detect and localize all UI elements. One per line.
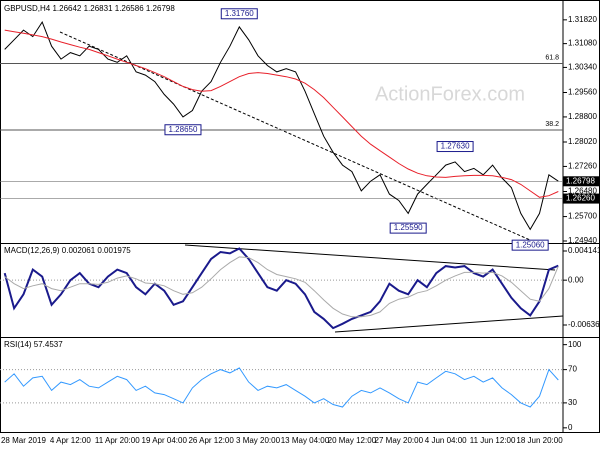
y-tick-label: 1.27260 <box>568 162 597 171</box>
series-line <box>4 29 559 198</box>
annotation-box <box>389 222 427 234</box>
x-tick-label: 28 Mar 2019 <box>1 436 46 445</box>
trend-line <box>334 315 564 333</box>
x-tick-label: 4 Jun 04:00 <box>425 436 467 445</box>
x-tick-label: 26 Apr 12:00 <box>188 436 234 445</box>
y-tick-label: 1.26480 <box>568 187 597 196</box>
annotation-box <box>220 8 258 20</box>
panel-title: MACD(12,26,9) 0.002061 0.001975 <box>4 246 131 255</box>
trend-line <box>184 244 556 271</box>
annotation-label: 1.25590 <box>394 223 423 232</box>
fib-label: 38.2 <box>545 121 559 128</box>
y-tick-label: 1.28800 <box>568 112 597 121</box>
price-tag <box>563 176 600 187</box>
y-tick-label: -0.006365 <box>568 320 600 329</box>
price-tag-label: 1.26260 <box>566 194 595 203</box>
y-tick-label: 1.29560 <box>568 88 597 97</box>
panel-title: GBPUSD,H4 1.26642 1.26831 1.26586 1.2679… <box>4 4 175 13</box>
y-tick-label: 0.00 <box>568 275 584 284</box>
watermark: ActionForex.com <box>375 83 525 105</box>
x-tick-label: 11 Jun 12:00 <box>470 436 516 445</box>
price-tag-label: 1.26798 <box>566 176 595 185</box>
x-tick-label: 11 Apr 20:00 <box>95 436 140 445</box>
series-line <box>4 21 559 231</box>
annotation-label: 1.31760 <box>225 9 254 18</box>
y-tick-label: 1.24940 <box>568 236 597 245</box>
x-tick-label: 18 Jun 20:00 <box>516 436 563 445</box>
panel-title: RSI(14) 57.4537 <box>4 340 63 349</box>
y-tick-label: 0 <box>568 423 573 432</box>
y-tick-label: 70 <box>568 365 577 374</box>
series-line <box>3 247 559 330</box>
x-tick-label: 13 May 04:00 <box>281 436 330 445</box>
x-tick-label: 19 Apr 04:00 <box>142 436 188 445</box>
annotation-box <box>511 239 549 251</box>
annotation-box <box>436 141 474 153</box>
x-tick-label: 3 May 20:00 <box>236 436 281 445</box>
price-tag <box>563 193 600 204</box>
x-tick-label: 4 Apr 12:00 <box>50 436 91 445</box>
fib-label: 61.8 <box>545 54 559 61</box>
x-tick-label: 20 May 12:00 <box>328 436 377 445</box>
annotation-label: 1.27630 <box>441 142 470 151</box>
y-tick-label: 1.31820 <box>568 15 597 24</box>
annotation-label: 1.28650 <box>169 125 198 134</box>
y-tick-label: 0.004141 <box>568 246 600 255</box>
y-tick-label: 1.25700 <box>568 212 597 221</box>
y-tick-label: 30 <box>568 398 577 407</box>
y-tick-label: 1.31080 <box>568 39 597 48</box>
annotation-box <box>164 124 202 136</box>
x-tick-label: 27 May 20:00 <box>375 436 424 445</box>
series-line <box>4 367 559 408</box>
series-line <box>4 256 559 318</box>
y-tick-label: 1.30340 <box>568 63 597 72</box>
y-tick-label: 1.28020 <box>568 137 597 146</box>
y-tick-label: 100 <box>568 340 582 349</box>
annotation-label: 1.25060 <box>516 240 545 249</box>
frame <box>0 0 600 433</box>
